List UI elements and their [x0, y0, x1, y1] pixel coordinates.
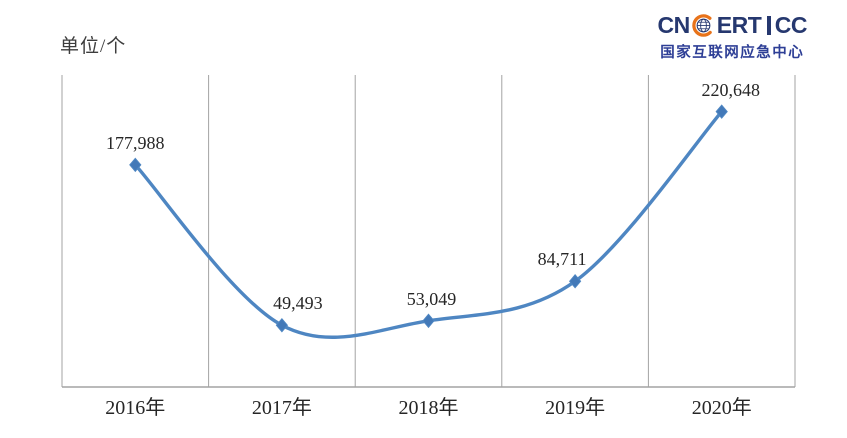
- point-value-label: 53,049: [406, 288, 457, 309]
- point-value-label: 177,988: [106, 132, 165, 153]
- point-value-label: 220,648: [701, 79, 760, 100]
- logo-divider-bar: [767, 16, 771, 35]
- logo-subtitle: 国家互联网应急中心: [660, 45, 805, 61]
- logo-text-cn: CN: [657, 12, 691, 38]
- logo-wordmark: CN ERT CC: [657, 12, 808, 38]
- cncert-logo: CN ERT CC 国家互联网应急中心: [657, 12, 808, 62]
- x-axis-tick-label: 2017年: [251, 397, 312, 419]
- globe-icon: [692, 14, 715, 37]
- x-axis-tick-label: 2016年: [105, 397, 166, 419]
- data-point-marker: [568, 274, 582, 289]
- point-value-label: 84,711: [537, 249, 587, 270]
- data-point-marker: [129, 157, 142, 173]
- y-axis-unit-label: 单位/个: [60, 36, 127, 57]
- data-point-marker: [275, 317, 289, 333]
- logo-text-cc: CC: [774, 12, 808, 38]
- x-axis-tick-label: 2018年: [398, 397, 459, 419]
- data-point-marker: [715, 104, 728, 119]
- point-value-label: 49,493: [273, 293, 323, 314]
- x-axis-tick-label: 2020年: [691, 397, 752, 419]
- logo-text-ert: ERT: [716, 12, 762, 38]
- data-point-marker: [422, 313, 435, 329]
- x-axis-tick-label: 2019年: [545, 397, 606, 419]
